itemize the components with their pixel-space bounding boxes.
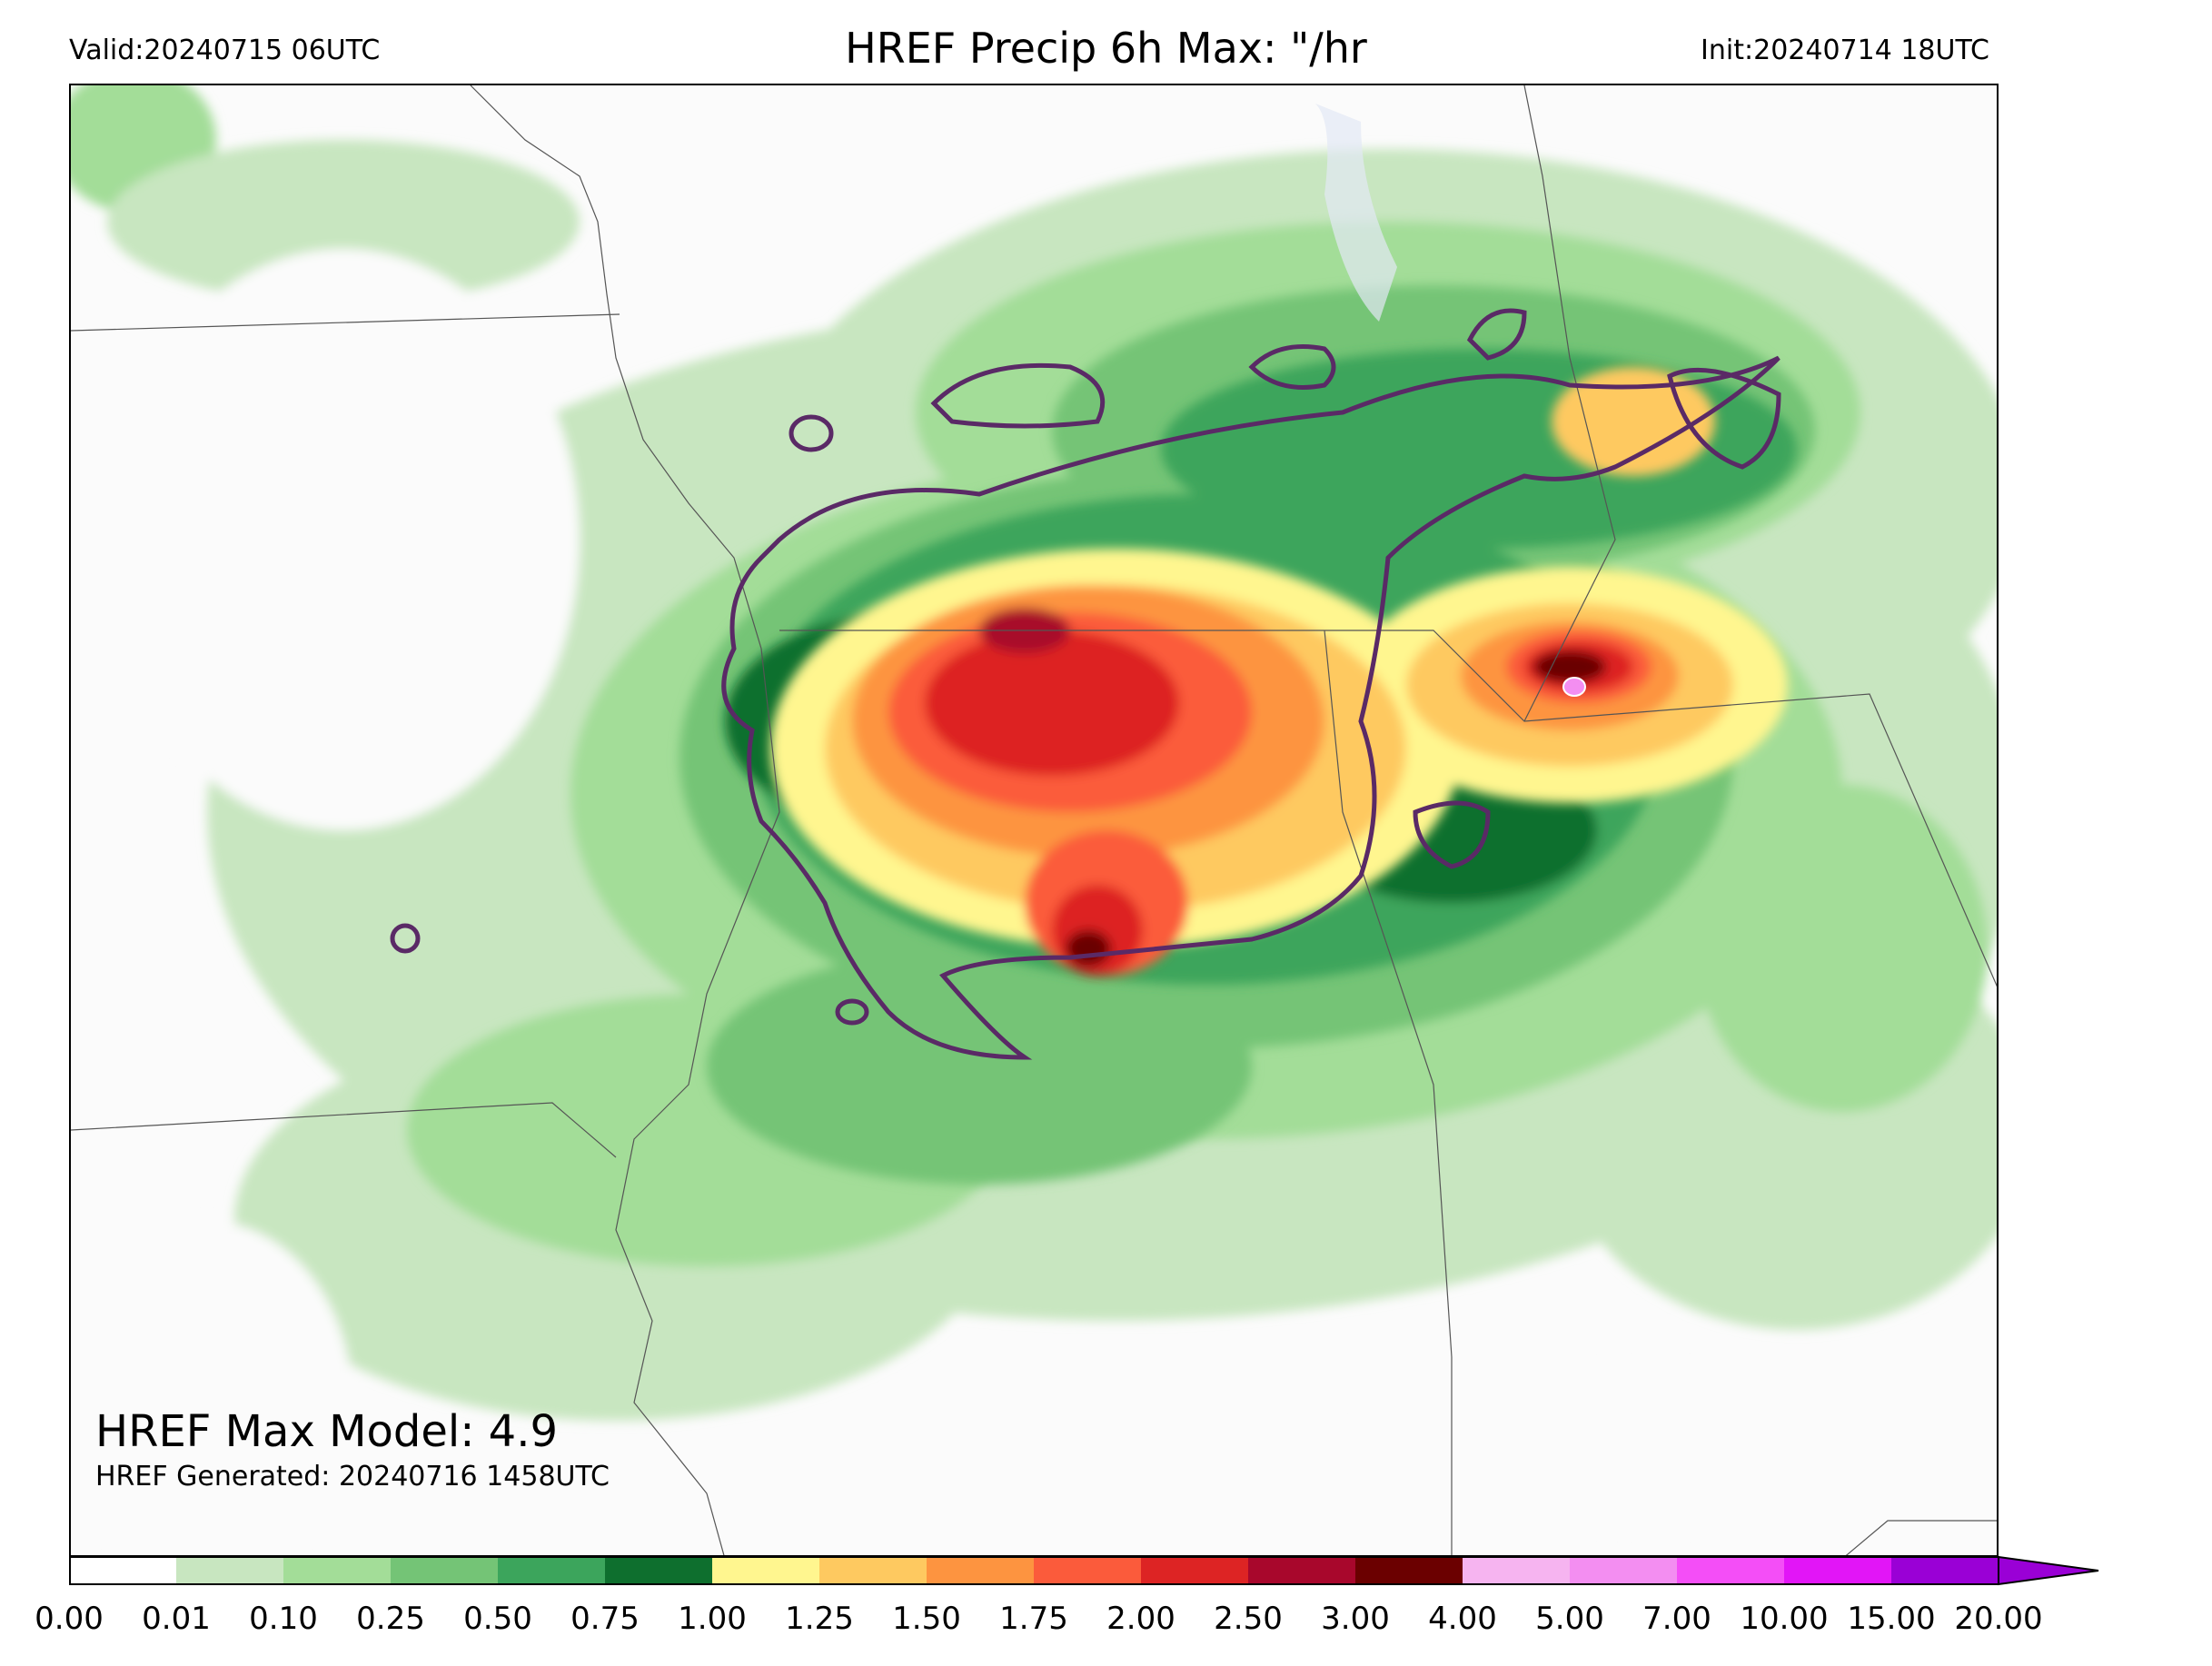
colorbar-segment [283, 1557, 392, 1584]
lake-michigan [1315, 104, 1397, 322]
colorbar-tick-label: 0.25 [356, 1601, 425, 1637]
colorbar-segment [1034, 1557, 1142, 1584]
colorbar-segment [927, 1557, 1035, 1584]
colorbar-tick-label: 2.00 [1106, 1601, 1175, 1637]
colorbar-tick-label: 0.50 [463, 1601, 532, 1637]
colorbar-segment [1891, 1557, 1999, 1584]
map-title: HREF Precip 6h Max: "/hr [845, 24, 1367, 73]
colorbar-segment [1141, 1557, 1249, 1584]
colorbar [69, 1555, 2099, 1586]
colorbar-segment [1570, 1557, 1678, 1584]
colorbar-tick-label: 7.00 [1642, 1601, 1711, 1637]
colorbar-segment [176, 1557, 284, 1584]
colorbar-border [69, 1556, 1999, 1585]
colorbar-tick-label: 3.00 [1321, 1601, 1390, 1637]
colorbar-segment [1355, 1557, 1463, 1584]
colorbar-segment [712, 1557, 820, 1584]
precip-max-marker [1562, 677, 1586, 697]
state-boundaries [71, 85, 1997, 1555]
colorbar-segment [605, 1557, 713, 1584]
colorbar-tick-label: 5.00 [1535, 1601, 1604, 1637]
colorbar-segment [498, 1557, 606, 1584]
colorbar-tick-label: 1.00 [678, 1601, 747, 1637]
colorbar-tick-label: 0.10 [249, 1601, 318, 1637]
colorbar-tick-label: 1.50 [892, 1601, 961, 1637]
precip-field [71, 85, 1997, 1555]
colorbar-tick-label: 1.75 [999, 1601, 1068, 1637]
colorbar-segment [1784, 1557, 1892, 1584]
colorbar-tick-label: 2.50 [1214, 1601, 1283, 1637]
colorbar-segment [1463, 1557, 1571, 1584]
colorbar-tick-label: 10.00 [1740, 1601, 1829, 1637]
init-time: Init:20240714 18UTC [1701, 35, 1989, 66]
precip-map [69, 84, 1999, 1557]
generated-label: HREF Generated: 20240716 1458UTC [95, 1461, 610, 1492]
colorbar-tick-label: 1.25 [785, 1601, 854, 1637]
colorbar-tick-label: 20.00 [1954, 1601, 2043, 1637]
valid-time: Valid:20240715 06UTC [69, 35, 381, 66]
colorbar-tick-label: 0.01 [142, 1601, 211, 1637]
colorbar-segment [819, 1557, 927, 1584]
colorbar-segment [1248, 1557, 1356, 1584]
colorbar-segment [1677, 1557, 1785, 1584]
probability-contour [390, 308, 1781, 1060]
max-model-label: HREF Max Model: 4.9 [95, 1406, 559, 1457]
colorbar-tick-label: 0.75 [570, 1601, 640, 1637]
colorbar-segment [391, 1557, 499, 1584]
colorbar-tick-label: 0.00 [35, 1601, 104, 1637]
colorbar-extend-arrow [1998, 1555, 2099, 1586]
colorbar-tick-label: 4.00 [1428, 1601, 1497, 1637]
colorbar-segment [69, 1557, 177, 1584]
colorbar-tick-label: 15.00 [1847, 1601, 1936, 1637]
